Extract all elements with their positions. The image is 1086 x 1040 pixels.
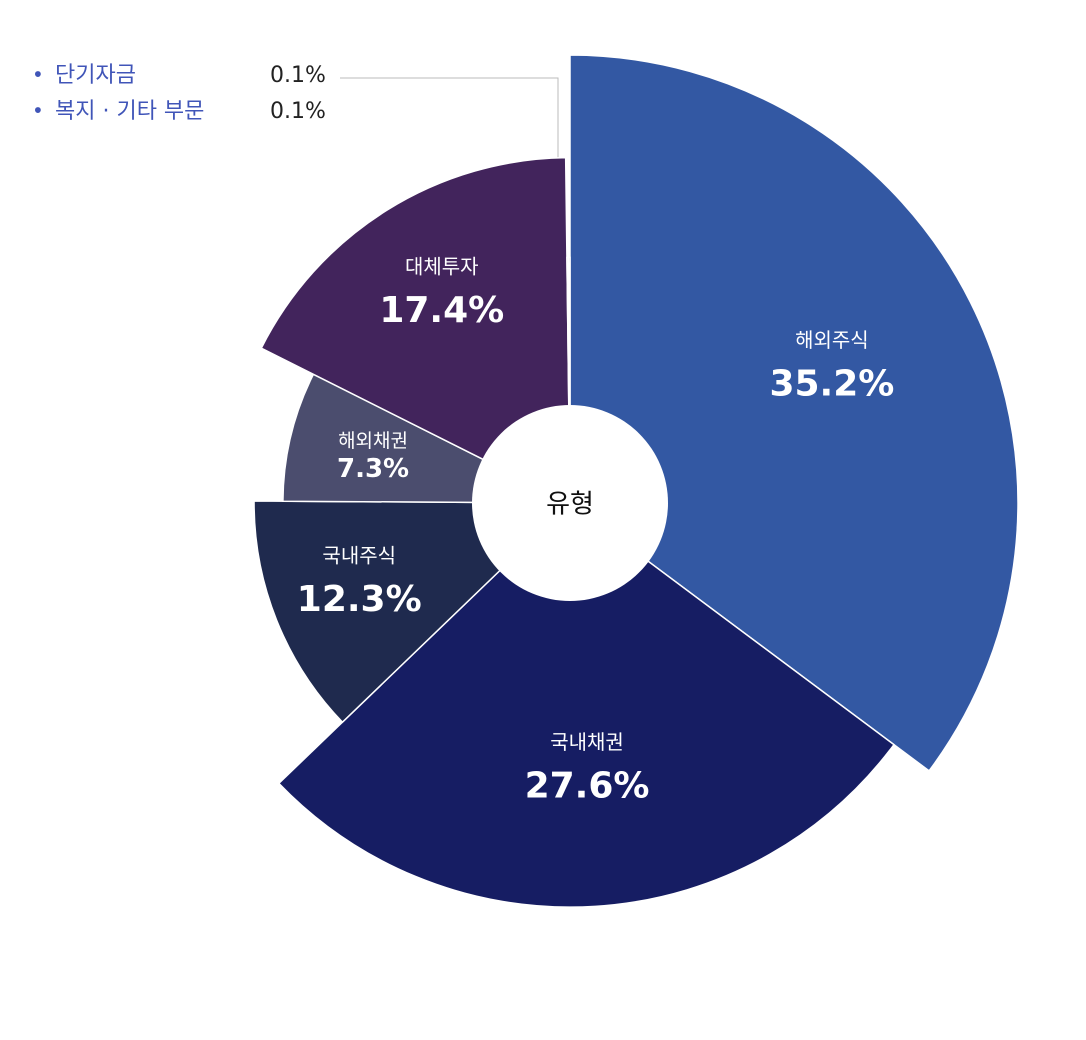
pie-slice <box>260 156 571 505</box>
slice-value: 12.3% <box>297 579 422 620</box>
slice-value: 35.2% <box>769 364 894 405</box>
legend-bullet: • <box>32 99 44 123</box>
legend-name: 단기자금 <box>55 63 136 88</box>
slice-value: 7.3% <box>337 454 409 484</box>
slice-name: 해외주식 <box>795 328 869 352</box>
slice-name: 국내채권 <box>550 730 624 754</box>
legend-value: 0.1% <box>270 99 326 124</box>
slice-name: 대체투자 <box>405 255 479 279</box>
slice-value: 17.4% <box>379 290 504 331</box>
legend-bullet: • <box>32 63 44 87</box>
center-label: 유형 <box>546 490 594 520</box>
center-hole <box>472 405 668 601</box>
slice-name: 국내주식 <box>322 544 396 568</box>
slice-name: 해외채권 <box>338 430 408 452</box>
legend-value: 0.1% <box>270 63 326 88</box>
pie-slice <box>569 54 1019 772</box>
slice-value: 27.6% <box>525 766 650 807</box>
pie-slice <box>277 502 896 908</box>
legend-name: 복지 · 기타 부문 <box>55 99 204 124</box>
